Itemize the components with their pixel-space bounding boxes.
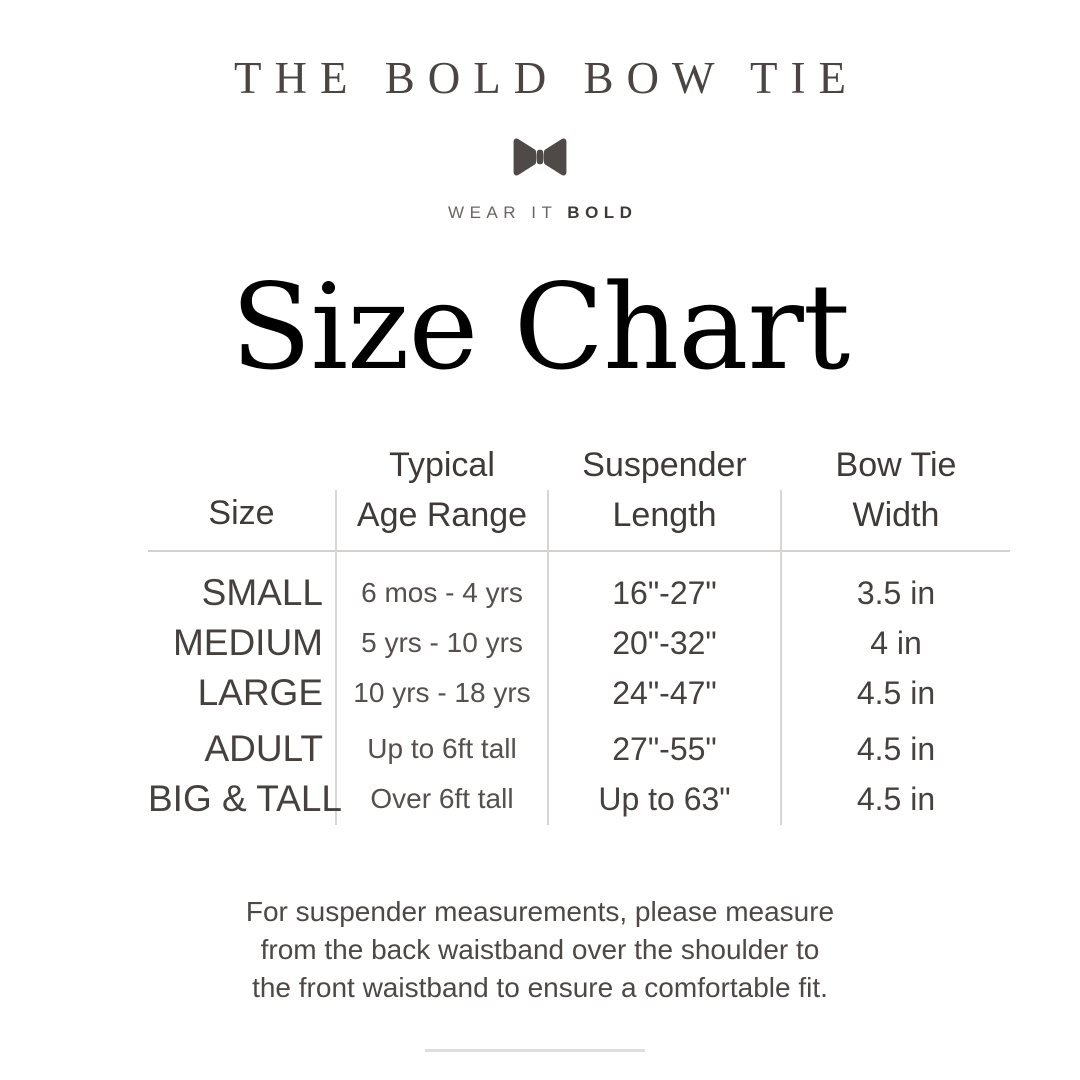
- table-row: ADULT Up to 6ft tall 27"-55" 4.5 in: [148, 724, 1010, 774]
- column-header-bow-tie-width-line-2: Width: [852, 496, 940, 534]
- table-row: LARGE 10 yrs - 18 yrs 24"-47" 4.5 in: [148, 668, 1010, 718]
- cell-suspender-length: 27"-55": [612, 731, 717, 767]
- brand-tagline: WEAR IT BOLD: [0, 203, 1080, 223]
- cell-suspender-length: 16"-27": [612, 575, 717, 611]
- cell-age-range: 6 mos - 4 yrs: [361, 577, 523, 608]
- column-header-suspender-length-line-1: Suspender: [582, 446, 747, 484]
- cell-size: LARGE: [197, 672, 323, 713]
- footer-note-line-1: For suspender measurements, please measu…: [245, 896, 835, 927]
- cell-size: BIG & TALL: [148, 778, 342, 819]
- column-divider-1: [335, 490, 337, 825]
- table-header-rule: [148, 550, 1010, 552]
- brand-tagline-light: WEAR IT: [448, 203, 558, 222]
- cell-size: MEDIUM: [172, 622, 323, 663]
- size-table: Size Typical Age Range Suspender Length …: [148, 440, 1010, 830]
- cell-suspender-length: 20"-32": [612, 625, 717, 661]
- cell-size: ADULT: [204, 728, 323, 769]
- cell-age-range: Over 6ft tall: [370, 783, 514, 814]
- column-divider-3: [780, 490, 782, 825]
- table-body: SMALL 6 mos - 4 yrs 16"-27" 3.5 in MEDIU…: [148, 568, 1010, 824]
- table-row: MEDIUM 5 yrs - 10 yrs 20"-32" 4 in: [148, 618, 1010, 668]
- cell-bow-tie-width: 4.5 in: [856, 675, 936, 711]
- footer-note-line-2: from the back waistband over the shoulde…: [260, 934, 820, 965]
- footer-note-line-3: the front waistband to ensure a comforta…: [252, 972, 828, 1003]
- page-title: Size Chart: [230, 258, 851, 396]
- cell-size: SMALL: [201, 572, 323, 613]
- column-header-age-range-line-2: Age Range: [356, 496, 528, 534]
- column-header-size-line-1: Size: [208, 494, 275, 532]
- bottom-divider: [425, 1049, 645, 1052]
- brand-name: THE BOLD BOW TIE: [233, 53, 860, 103]
- column-header-bow-tie-width-line-1: Bow Tie: [835, 446, 957, 484]
- table-row: BIG & TALL Over 6ft tall Up to 63" 4.5 i…: [148, 774, 1010, 824]
- brand-tagline-bold: BOLD: [567, 203, 638, 222]
- column-header-age-range: Typical Age Range: [337, 440, 547, 540]
- cell-age-range: Up to 6ft tall: [367, 733, 517, 764]
- cell-bow-tie-width: 4.5 in: [856, 781, 936, 817]
- cell-suspender-length: 24"-47": [612, 675, 717, 711]
- column-header-suspender-length-line-2: Length: [612, 496, 717, 534]
- footer-note: For suspender measurements, please measu…: [150, 893, 930, 1007]
- column-header-suspender-length: Suspender Length: [549, 440, 780, 540]
- cell-suspender-length: Up to 63": [598, 781, 731, 817]
- cell-bow-tie-width: 4 in: [870, 625, 922, 661]
- cell-bow-tie-width: 3.5 in: [856, 575, 936, 611]
- table-header-row: Size Typical Age Range Suspender Length …: [148, 440, 1010, 550]
- cell-age-range: 10 yrs - 18 yrs: [353, 677, 531, 708]
- cell-age-range: 5 yrs - 10 yrs: [361, 627, 523, 658]
- column-header-bow-tie-width: Bow Tie Width: [782, 440, 1010, 540]
- brand-header: THE BOLD BOW TIE WEAR IT BOLD: [0, 56, 1080, 223]
- cell-bow-tie-width: 4.5 in: [856, 731, 936, 767]
- column-header-age-range-line-1: Typical: [389, 446, 495, 484]
- bowtie-icon: [513, 138, 567, 176]
- column-header-size: Size: [148, 488, 335, 538]
- table-row: SMALL 6 mos - 4 yrs 16"-27" 3.5 in: [148, 568, 1010, 618]
- column-divider-2: [547, 490, 549, 825]
